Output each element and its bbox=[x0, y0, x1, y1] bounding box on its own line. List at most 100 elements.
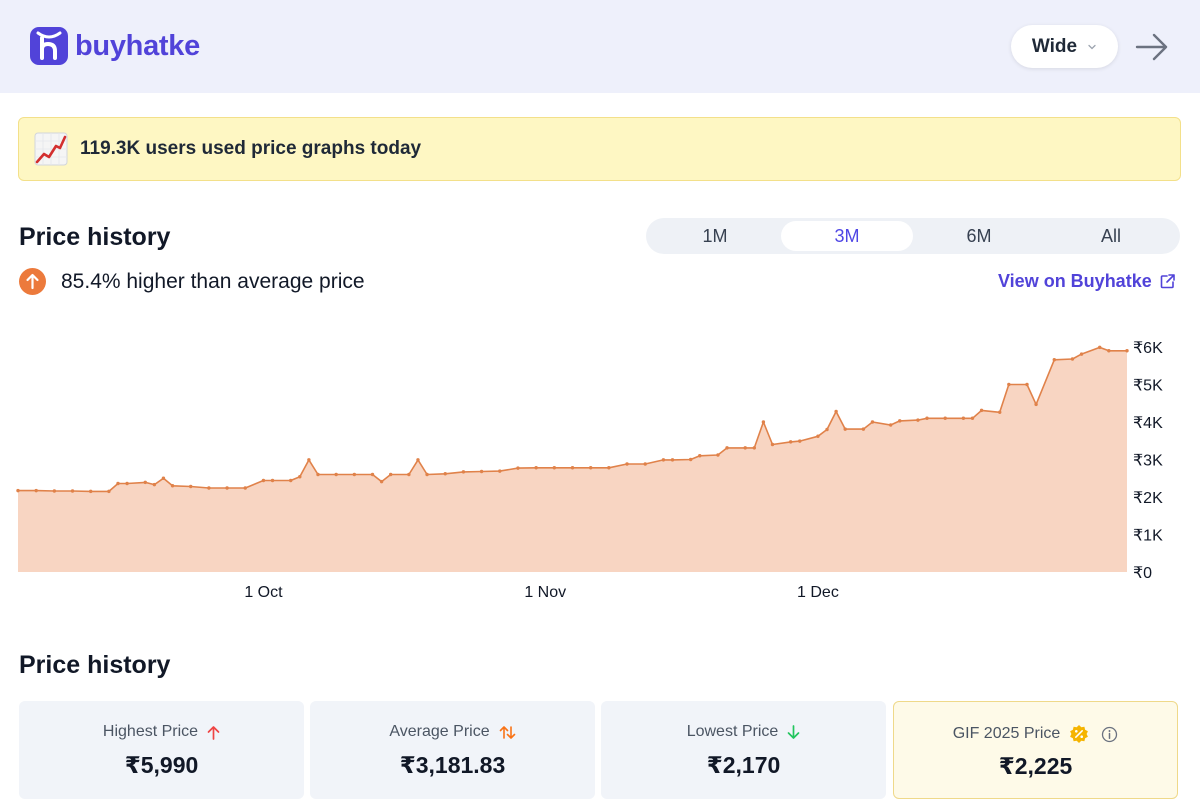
price-point-76 bbox=[1107, 349, 1111, 353]
average-price-value: ₹3,181.83 bbox=[399, 752, 506, 778]
y-tick-label: ₹2K bbox=[1133, 490, 1163, 507]
price-point-21 bbox=[316, 472, 320, 477]
price-point-58 bbox=[861, 427, 866, 431]
price-point-41 bbox=[643, 462, 647, 466]
price-point-57 bbox=[843, 427, 847, 431]
tab-all[interactable]: All bbox=[1100, 225, 1121, 246]
price-point-10 bbox=[161, 476, 166, 480]
price-point-17 bbox=[270, 478, 275, 483]
price-points bbox=[16, 345, 1129, 494]
price-point-42 bbox=[661, 458, 666, 462]
y-tick-label: ₹6K bbox=[1133, 340, 1163, 357]
price-point-4 bbox=[89, 489, 93, 494]
price-area-fill bbox=[18, 347, 1127, 572]
view-mode-dropdown[interactable]: Wide bbox=[1011, 25, 1118, 68]
price-point-23 bbox=[352, 472, 357, 477]
average-price-label: Average Price bbox=[389, 723, 490, 740]
arrow-right-icon[interactable] bbox=[1134, 30, 1170, 64]
price-point-15 bbox=[243, 486, 247, 490]
view-link-label: View on Buyhatke bbox=[998, 271, 1152, 291]
y-tick-label: ₹3K bbox=[1133, 453, 1163, 470]
view-mode-label: Wide bbox=[1031, 35, 1078, 57]
price-point-43 bbox=[670, 458, 675, 462]
price-point-61 bbox=[898, 419, 902, 423]
price-point-18 bbox=[289, 478, 293, 483]
price-point-26 bbox=[388, 472, 393, 477]
tab-6m[interactable]: 6M bbox=[966, 225, 992, 246]
x-tick-label: 1 Nov bbox=[524, 584, 566, 601]
buyhatke-logo-icon bbox=[30, 27, 68, 65]
price-point-47 bbox=[725, 446, 729, 450]
price-point-6 bbox=[116, 481, 120, 486]
lowest-price-value: ₹2,170 bbox=[706, 752, 781, 778]
price-point-73 bbox=[1070, 357, 1075, 361]
y-tick-label: ₹4K bbox=[1133, 415, 1163, 432]
price-point-35 bbox=[534, 466, 538, 470]
tab-3m[interactable]: 3M bbox=[781, 221, 913, 251]
price-point-16 bbox=[261, 478, 266, 483]
price-point-55 bbox=[825, 427, 829, 432]
brand-name: buyhatke bbox=[75, 29, 200, 62]
price-point-28 bbox=[416, 458, 420, 462]
price-point-67 bbox=[979, 408, 984, 413]
price-point-30 bbox=[443, 472, 447, 476]
lowest-price-label: Lowest Price bbox=[686, 723, 779, 740]
price-point-7 bbox=[125, 481, 129, 486]
highest-price-card: Highest Price ₹5,990 bbox=[19, 701, 304, 799]
price-point-75 bbox=[1098, 345, 1102, 350]
price-point-56 bbox=[834, 409, 838, 414]
x-axis-ticks: 1 Oct 1 Nov 1 Dec bbox=[244, 584, 839, 601]
price-point-53 bbox=[798, 439, 802, 443]
x-tick-label: 1 Oct bbox=[244, 584, 283, 601]
price-history-chart[interactable]: ₹0 ₹1K ₹2K ₹3K ₹4K ₹5K ₹6K 1 Oct 1 Nov 1 Dec bbox=[0, 320, 1200, 610]
price-point-63 bbox=[925, 416, 929, 420]
price-point-49 bbox=[752, 446, 757, 450]
price-point-33 bbox=[498, 469, 502, 473]
price-point-13 bbox=[207, 486, 211, 490]
chart-increasing-icon bbox=[34, 132, 68, 166]
price-point-32 bbox=[479, 469, 484, 474]
price-point-71 bbox=[1034, 402, 1038, 407]
arrow-up-circle-icon bbox=[19, 268, 46, 295]
price-point-44 bbox=[688, 457, 693, 462]
tab-1m[interactable]: 1M bbox=[702, 225, 728, 246]
highest-price-label: Highest Price bbox=[102, 723, 199, 740]
price-point-45 bbox=[698, 454, 702, 458]
price-point-27 bbox=[407, 472, 411, 477]
price-point-20 bbox=[307, 458, 311, 462]
range-tabs: 1M 3M 6M All bbox=[646, 218, 1180, 254]
x-tick-label: 1 Dec bbox=[797, 584, 839, 601]
chevron-down-icon bbox=[1088, 44, 1096, 49]
price-point-29 bbox=[425, 472, 429, 477]
price-point-9 bbox=[152, 482, 157, 487]
price-point-62 bbox=[916, 418, 920, 422]
price-point-1 bbox=[34, 488, 38, 493]
price-point-39 bbox=[607, 466, 611, 470]
price-point-51 bbox=[770, 442, 775, 447]
price-point-37 bbox=[570, 466, 575, 470]
top-header: buyhatke Wide bbox=[0, 0, 1200, 93]
view-on-buyhatke-link[interactable]: View on Buyhatke bbox=[998, 271, 1176, 292]
average-comparison: 85.4% higher than average price bbox=[19, 268, 365, 295]
info-icon[interactable] bbox=[1101, 726, 1118, 743]
price-point-34 bbox=[516, 466, 520, 470]
price-point-8 bbox=[143, 480, 147, 485]
price-point-19 bbox=[298, 475, 302, 479]
price-point-69 bbox=[1007, 382, 1011, 387]
price-point-5 bbox=[107, 489, 111, 494]
arrows-up-down-icon bbox=[499, 725, 515, 739]
price-point-64 bbox=[943, 416, 947, 420]
arrow-down-icon bbox=[787, 724, 800, 739]
price-point-60 bbox=[888, 423, 893, 427]
brand-logo[interactable]: buyhatke bbox=[30, 27, 200, 65]
price-point-31 bbox=[461, 470, 466, 474]
price-point-66 bbox=[970, 416, 975, 420]
highest-price-value: ₹5,990 bbox=[124, 752, 199, 778]
price-point-59 bbox=[870, 420, 875, 424]
price-history-title: Price history bbox=[19, 223, 171, 251]
price-point-38 bbox=[588, 466, 593, 470]
price-point-36 bbox=[552, 466, 557, 470]
price-point-68 bbox=[998, 410, 1002, 414]
arrow-up-icon bbox=[207, 725, 220, 740]
price-line bbox=[18, 346, 1127, 493]
